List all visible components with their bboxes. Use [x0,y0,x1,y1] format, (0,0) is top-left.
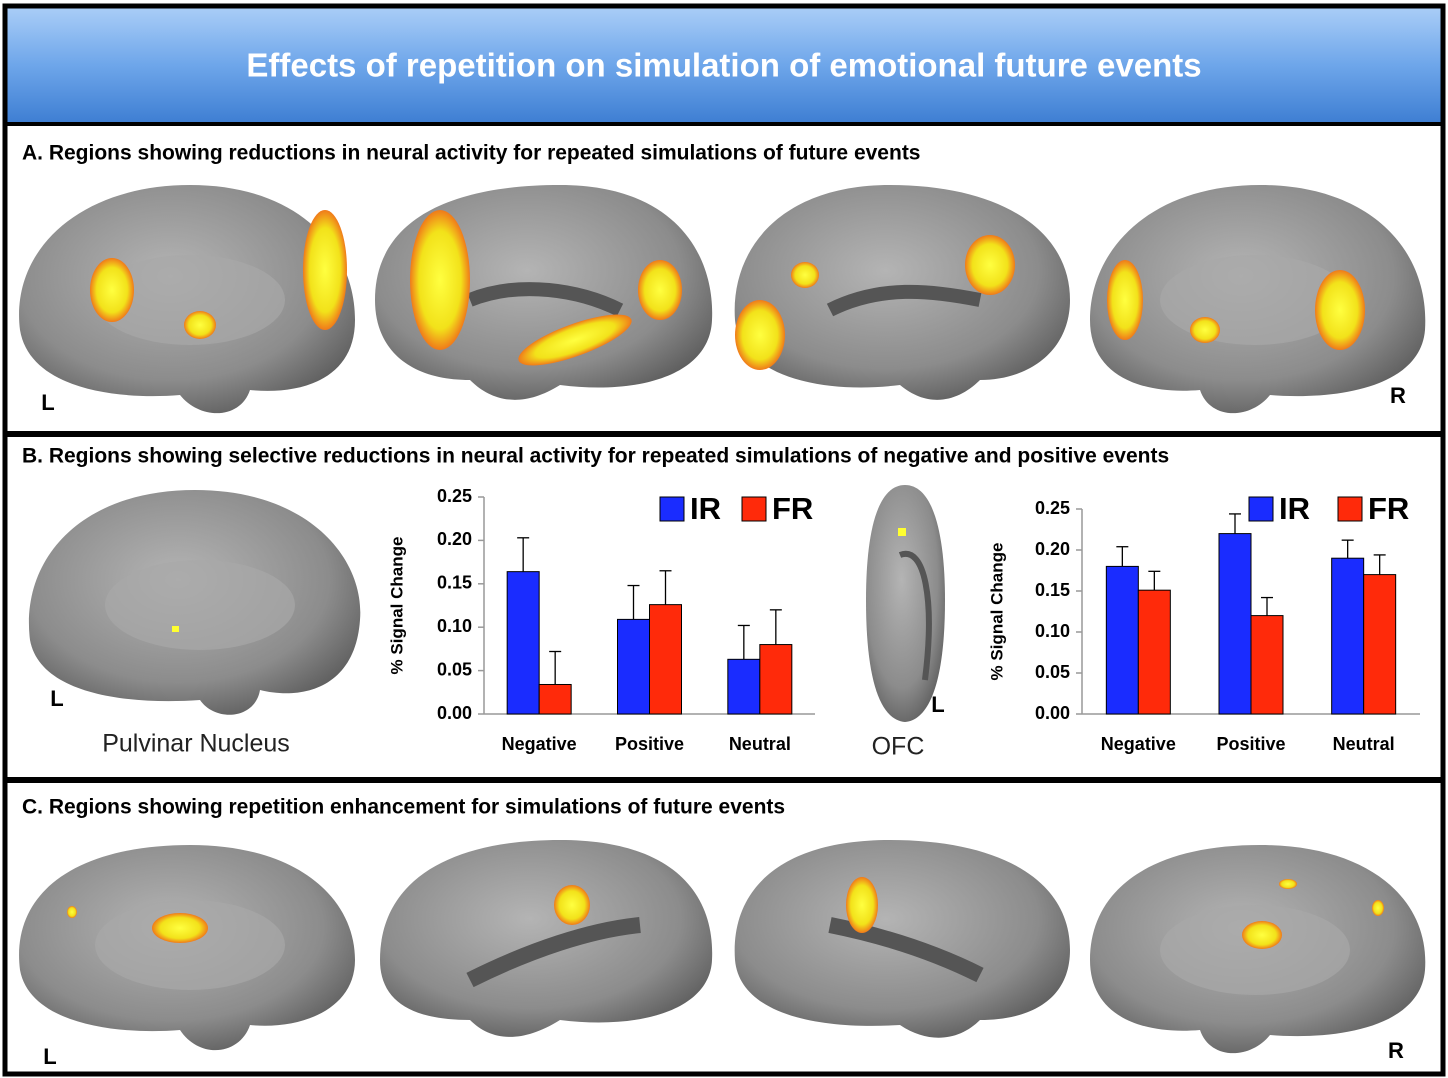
y-tick-label: 0.20 [437,529,472,549]
bar [760,645,792,714]
y-tick-label: 0.00 [1035,703,1070,723]
legend-label: FR [772,491,813,526]
hemisphere-label: L [931,692,944,717]
hemisphere-label: L [41,390,54,415]
x-tick-label: Negative [1101,734,1176,754]
figure: Effects of repetition on simulation of e… [0,0,1448,1078]
panel-label: B. Regions showing selective reductions … [22,445,1169,468]
x-tick-label: Negative [502,734,577,754]
y-axis-label: % Signal Change [987,543,1006,681]
bar [728,659,760,714]
region-caption: Pulvinar Nucleus [102,730,290,758]
bar [1364,575,1396,714]
bar [1106,566,1138,714]
bar [1332,558,1364,714]
x-tick-label: Positive [615,734,684,754]
y-tick-label: 0.25 [437,486,472,506]
legend-swatch [742,497,766,521]
hemisphere-label: L [50,686,63,711]
bar [539,684,571,714]
legend-swatch [660,497,684,521]
bar [618,619,650,714]
hemisphere-label: R [1390,383,1406,408]
legend-label: IR [690,491,721,526]
legend-label: IR [1279,491,1310,526]
y-tick-label: 0.15 [437,573,472,593]
bar [507,572,539,714]
hemisphere-label: L [43,1044,56,1069]
y-tick-label: 0.10 [437,616,472,636]
bar [1219,534,1251,714]
y-axis-label: % Signal Change [387,537,406,675]
y-tick-label: 0.00 [437,703,472,723]
x-tick-label: Neutral [729,734,791,754]
y-tick-label: 0.25 [1035,498,1070,518]
x-tick-label: Positive [1216,734,1285,754]
legend-swatch [1338,497,1362,521]
y-tick-label: 0.20 [1035,539,1070,559]
y-tick-label: 0.15 [1035,580,1070,600]
y-tick-label: 0.10 [1035,621,1070,641]
y-tick-label: 0.05 [1035,662,1070,682]
legend-swatch [1249,497,1273,521]
hemisphere-label: R [1388,1038,1404,1063]
bar [1138,590,1170,714]
y-tick-label: 0.05 [437,659,472,679]
bar [650,605,682,714]
legend-label: FR [1368,491,1409,526]
panel-label: C. Regions showing repetition enhancemen… [22,796,785,819]
region-caption: OFC [872,733,925,761]
bar [1251,616,1283,714]
figure-title: Effects of repetition on simulation of e… [246,47,1201,84]
panel-label: A. Regions showing reductions in neural … [22,142,921,165]
x-tick-label: Neutral [1333,734,1395,754]
